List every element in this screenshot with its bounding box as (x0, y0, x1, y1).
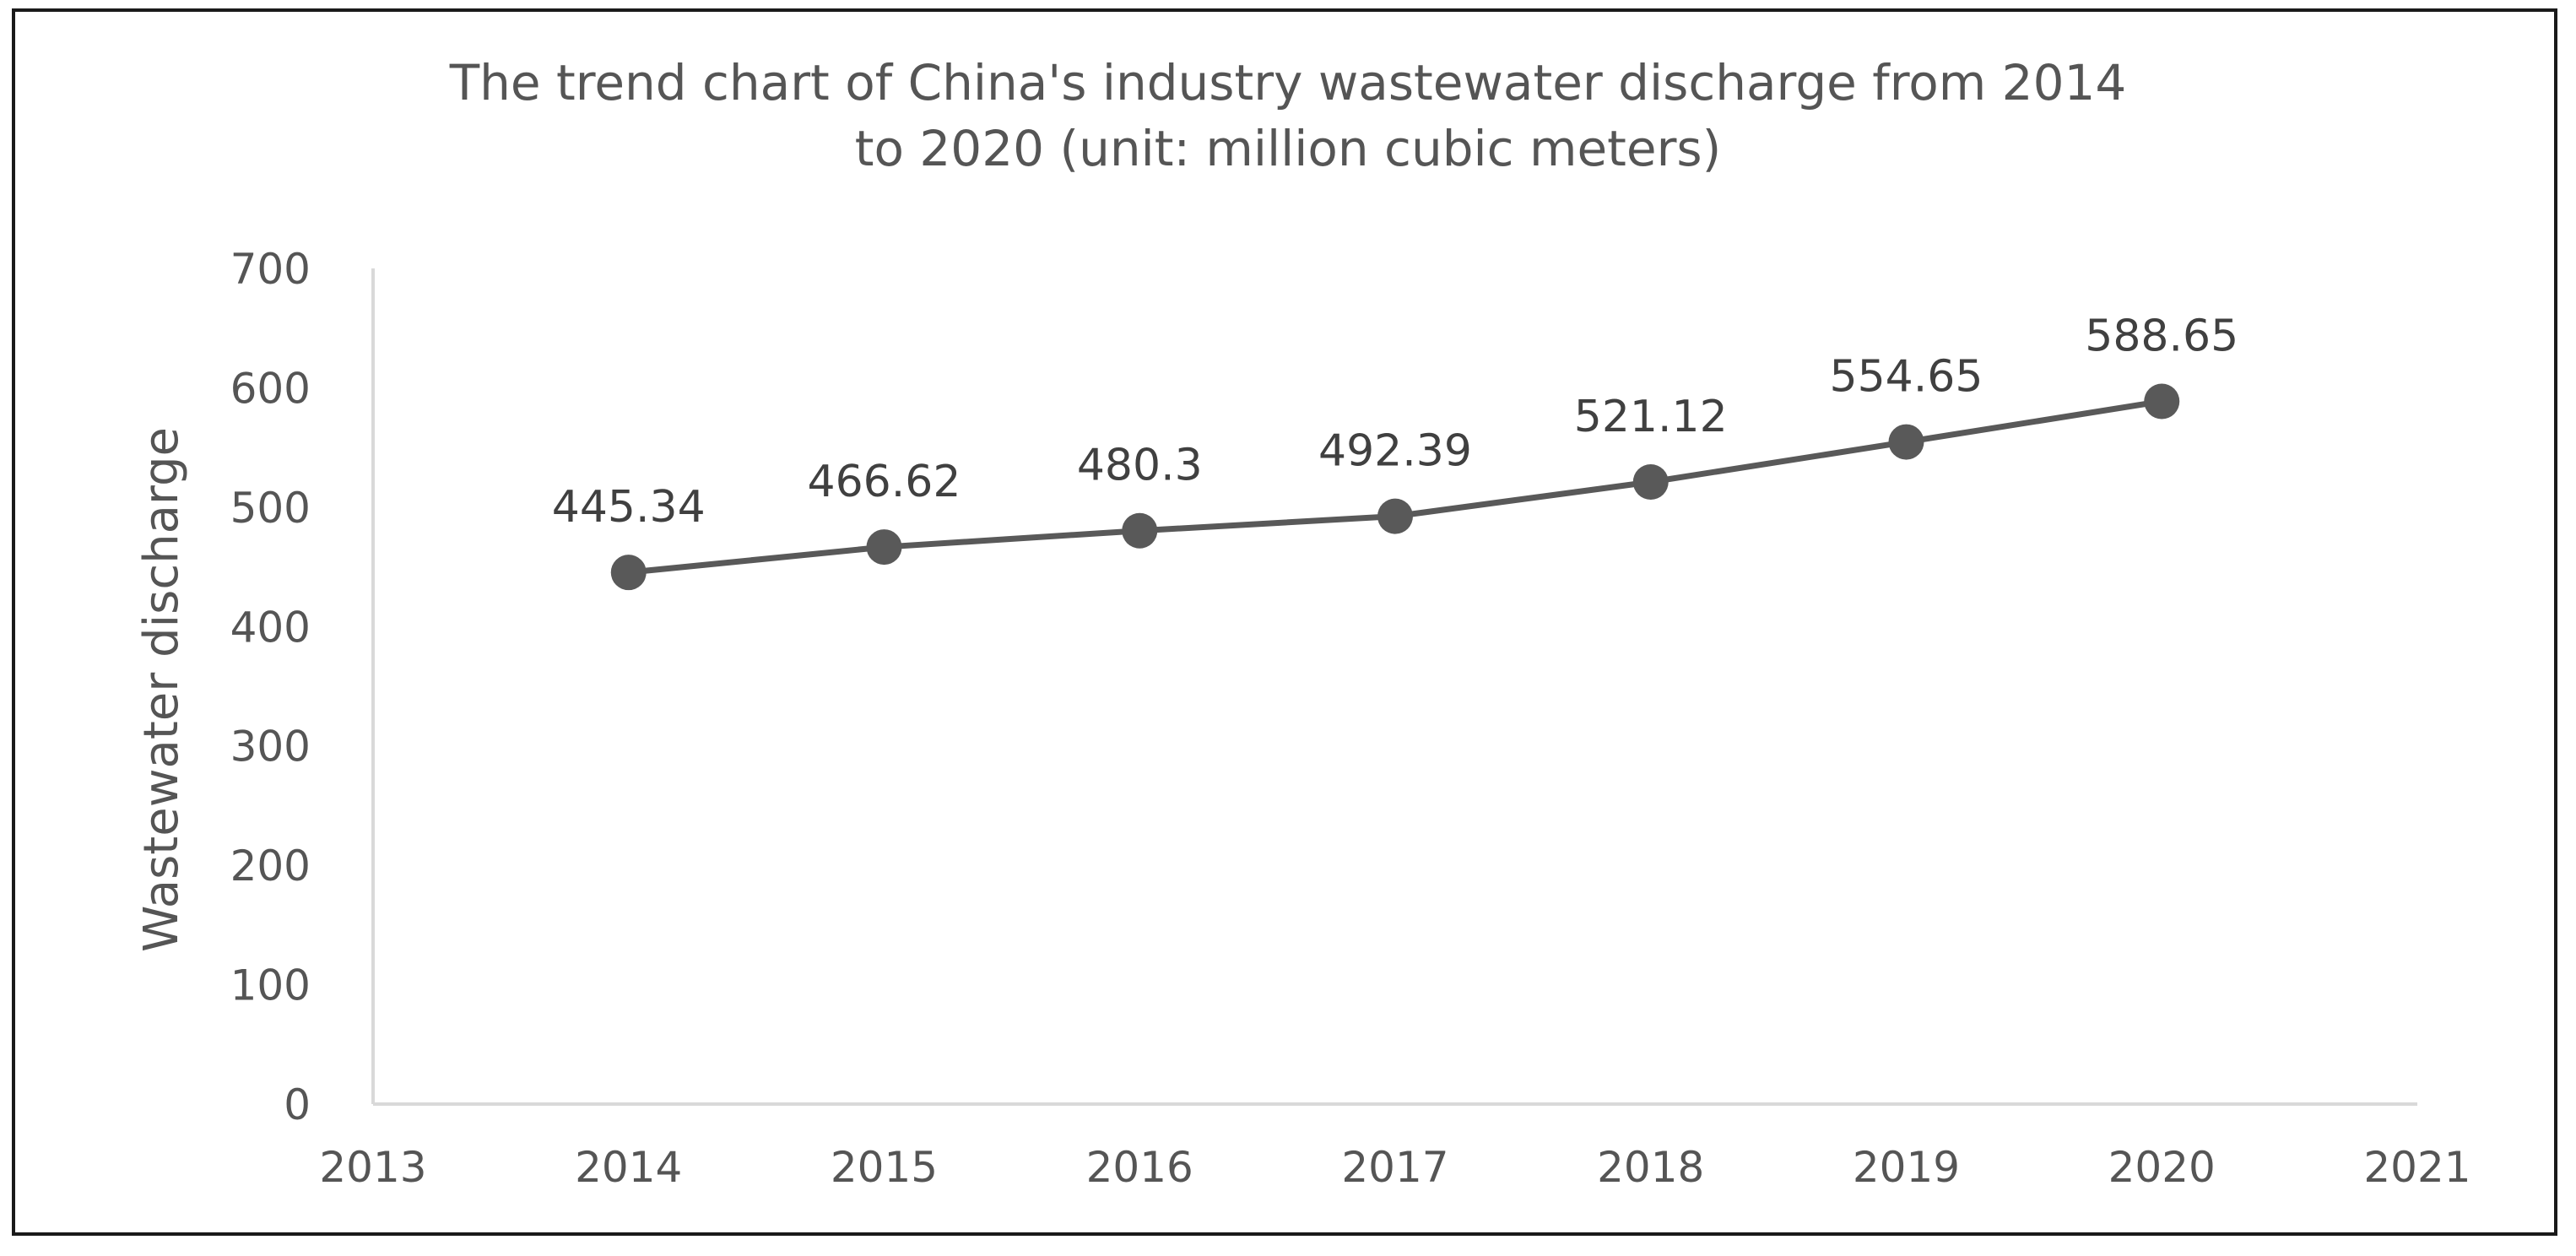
axes (371, 268, 2417, 1106)
data-label: 554.65 (1830, 352, 1983, 403)
x-tick-label: 2021 (2363, 1143, 2470, 1192)
data-label: 492.39 (1318, 426, 1472, 477)
data-label: 466.62 (808, 457, 961, 507)
data-point (1632, 463, 1669, 500)
x-tick-label: 2017 (1341, 1143, 1448, 1192)
x-tick-label: 2019 (1853, 1143, 1960, 1192)
y-tick-label: 700 (230, 245, 311, 294)
x-tick-label: 2014 (575, 1143, 682, 1192)
x-tick-label: 2016 (1086, 1143, 1193, 1192)
y-axis-title: Wastewater discharge (134, 427, 189, 952)
y-tick-label: 600 (230, 364, 311, 413)
x-tick-label: 2015 (831, 1143, 938, 1192)
data-point (2144, 383, 2180, 420)
data-label: 445.34 (552, 482, 706, 533)
x-tick-label: 2018 (1597, 1143, 1704, 1192)
x-tick-label: 2013 (319, 1143, 426, 1192)
y-tick-label: 200 (230, 842, 311, 891)
chart-title-line-2: to 2020 (unit: million cubic meters) (855, 120, 1722, 177)
y-tick-label: 500 (230, 484, 311, 533)
x-tick-label: 2020 (2108, 1143, 2216, 1192)
x-axis-ticks: 2013 2014 2015 2016 2017 2018 2019 2020 2021 (319, 1143, 2470, 1192)
data-point (610, 555, 647, 591)
data-point (1888, 424, 1924, 460)
chart-title-line-1: The trend chart of China's industry wast… (449, 54, 2127, 111)
data-point (1122, 512, 1158, 549)
chart-frame (12, 8, 2557, 1236)
data-point (1377, 498, 1413, 534)
data-label: 480.3 (1077, 441, 1203, 491)
chart-title: The trend chart of China's industry wast… (449, 54, 2127, 177)
data-point (866, 529, 902, 566)
y-tick-label: 0 (284, 1080, 311, 1129)
y-tick-label: 100 (230, 961, 311, 1010)
data-label: 588.65 (2085, 311, 2238, 361)
y-tick-label: 400 (230, 603, 311, 652)
data-points (610, 383, 2180, 591)
data-label: 521.12 (1574, 392, 1728, 442)
y-axis-ticks: 0 100 200 300 400 500 600 700 (230, 245, 311, 1129)
data-labels: 445.34 466.62 480.3 492.39 521.12 554.65 588.6… (552, 311, 2238, 533)
y-tick-label: 300 (230, 723, 311, 771)
